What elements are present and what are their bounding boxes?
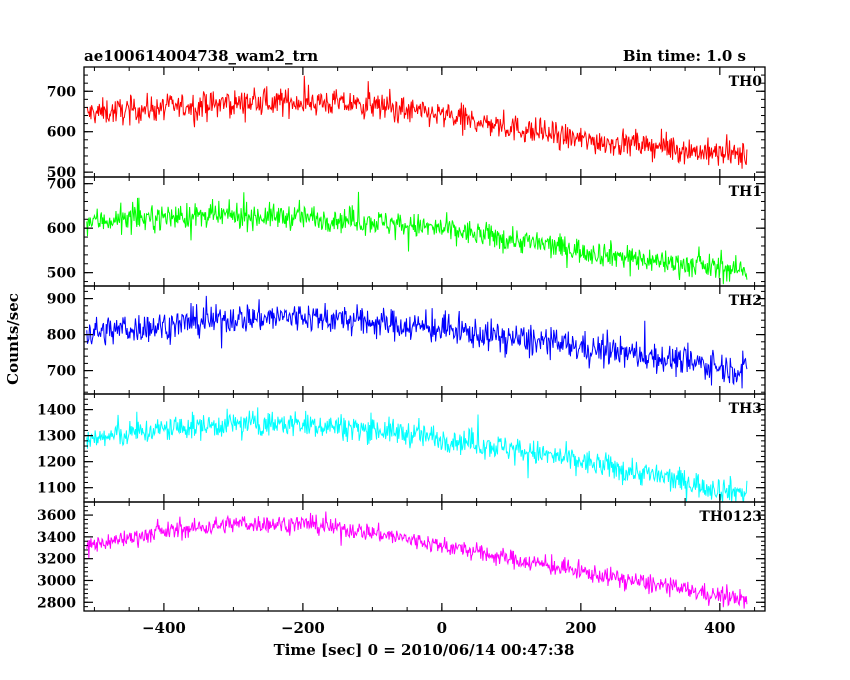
y-tick-label: 500 — [47, 266, 76, 282]
panel-frame — [83, 176, 766, 287]
panels-group: 500 600 700 TH0 500 600 700 TH1 700 800 900 TH2 1100… — [37, 66, 766, 637]
y-tick-label: 600 — [47, 125, 76, 141]
x-tick-label: 400 — [704, 619, 735, 637]
series-line-th3 — [86, 407, 748, 502]
series-line-th1 — [86, 191, 748, 285]
x-axis-label: Time [sec] 0 = 2010/06/14 00:47:38 — [274, 641, 575, 659]
y-tick-label: 1200 — [37, 455, 76, 471]
y-tick-label: 500 — [47, 165, 76, 181]
series-line-th0 — [86, 75, 748, 169]
panel-frame — [83, 501, 766, 612]
panel-label: TH2 — [729, 293, 762, 309]
y-tick-label: 700 — [47, 364, 76, 380]
panel-th3: 1100 1200 1300 1400 TH3 — [37, 393, 766, 503]
panel-frame — [83, 393, 766, 503]
panel-th0123: 2800 3000 3200 3400 3600 TH0123 — [37, 501, 766, 612]
chart-title: ae100614004738_wam2_trn — [84, 47, 318, 65]
panel-th1: 500 600 700 TH1 — [47, 176, 766, 287]
y-tick-label: 1400 — [37, 403, 76, 419]
panel-label: TH0123 — [699, 509, 762, 525]
y-tick-label: 2800 — [37, 595, 76, 611]
x-tick-label: 0 — [437, 619, 447, 637]
y-tick-label: 3600 — [37, 508, 76, 524]
panel-label: TH1 — [729, 184, 762, 200]
y-tick-label: 700 — [47, 84, 76, 100]
y-tick-label: 700 — [47, 177, 76, 193]
y-tick-label: 800 — [47, 328, 76, 344]
x-tick-label: −400 — [142, 619, 186, 637]
series-line-th0123 — [86, 511, 748, 609]
x-tick-label: 200 — [565, 619, 596, 637]
y-tick-label: 1100 — [37, 481, 76, 497]
bin-time-label: Bin time: 1.0 s — [623, 47, 746, 65]
panel-label: TH3 — [729, 401, 762, 417]
y-tick-label: 900 — [47, 292, 76, 308]
y-tick-label: 600 — [47, 221, 76, 237]
series-line-th2 — [86, 295, 748, 389]
panel-th2: 700 800 900 TH2 — [47, 285, 766, 395]
x-tick-label: −200 — [281, 619, 325, 637]
y-tick-label: 3400 — [37, 530, 76, 546]
y-tick-label: 3000 — [37, 573, 76, 589]
panel-frame — [83, 285, 766, 395]
panel-label: TH0 — [729, 74, 763, 90]
y-tick-label: 3200 — [37, 552, 76, 568]
panel-th0: 500 600 700 TH0 — [47, 66, 766, 181]
panel-frame — [83, 66, 766, 178]
y-axis-label: Counts/sec — [4, 293, 22, 385]
y-tick-label: 1300 — [37, 429, 76, 445]
